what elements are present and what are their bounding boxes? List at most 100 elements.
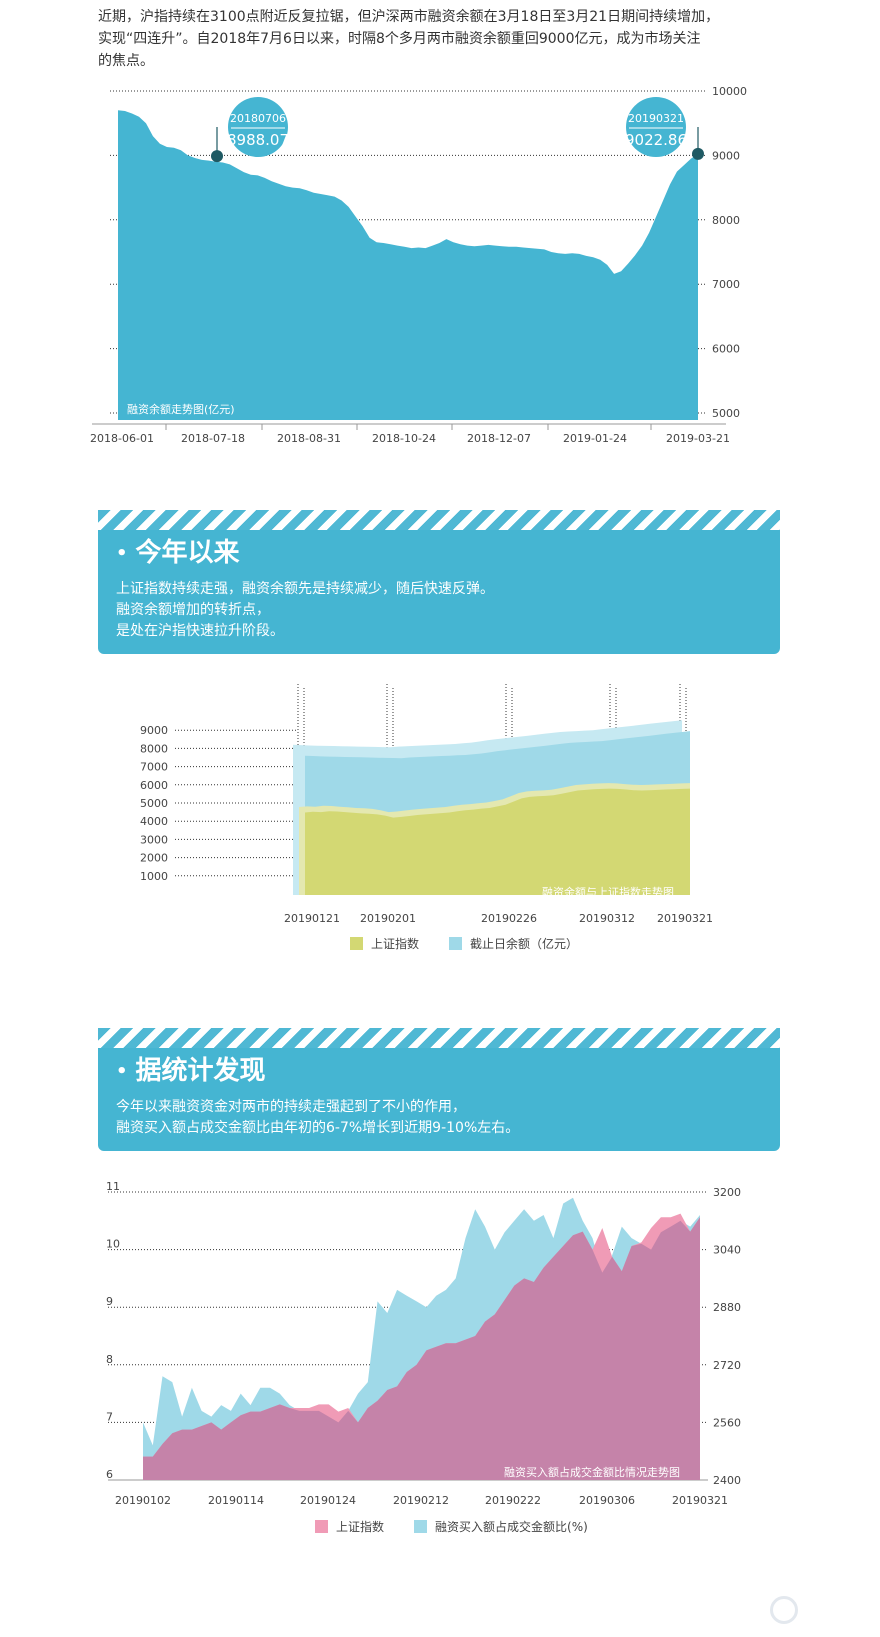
x-tick-label: 2019-01-24 — [563, 432, 627, 445]
y-tick-label: 9000 — [140, 724, 168, 737]
banner-line: 融资余额增加的转折点， — [116, 601, 270, 618]
y-tick-label: 10000 — [712, 85, 747, 98]
chart3-x-axis: 20190102 20190114 20190124 20190212 20190222… — [115, 1494, 728, 1507]
x-tick-label: 20190102 — [115, 1494, 171, 1507]
y-tick-label: 7000 — [140, 761, 168, 774]
logo-mark-icon — [770, 1596, 798, 1624]
y-tick-label-right: 2720 — [713, 1359, 741, 1372]
y-tick-label-left: 9 — [106, 1295, 113, 1308]
index-area — [305, 788, 690, 895]
legend-swatch — [315, 1520, 328, 1533]
y-tick-label-right: 3200 — [713, 1186, 741, 1199]
legend-label: 上证指数 — [336, 1520, 385, 1534]
chart3-legend: 上证指数 融资买入额占成交金额比(%) — [315, 1518, 588, 1535]
x-tick-label: 20190321 — [657, 912, 713, 925]
x-tick-label: 2018-06-01 — [90, 432, 154, 445]
legend-label: 截止日余额（亿元） — [470, 937, 579, 951]
banner-body: • 今年以来 上证指数持续走强，融资余额先是持续减少，随后快速反弹。 融资余额增加… — [98, 530, 780, 654]
y-tick-label: 4000 — [140, 815, 168, 828]
x-tick-label: 20190121 — [284, 912, 340, 925]
chart2-x-axis: 20190121 20190201 20190226 20190312 20190321 — [284, 912, 713, 925]
y-tick-label-right: 2560 — [713, 1416, 741, 1429]
financing-ratio-chart: 11 3200 10 3040 9 2880 8 2720 7 2560 6 2400 2019010… — [106, 1180, 741, 1507]
x-tick-label: 20190226 — [481, 912, 537, 925]
banner-line: 是处在沪指快速拉升阶段。 — [116, 622, 284, 639]
chart2-areas — [293, 720, 690, 895]
intro-line-1: 近期，沪指持续在3100点附近反复拉锯，但沪深两市融资余额在3月18日至3月21… — [98, 9, 720, 25]
y-tick-label: 6000 — [140, 779, 168, 792]
annotation-value: 8988.07 — [227, 131, 289, 149]
x-tick-label: 20190124 — [300, 1494, 356, 1507]
annotation-bubble — [228, 97, 288, 157]
intro-line-3: 的焦点。 — [98, 53, 154, 69]
y-tick-label: 8000 — [712, 214, 740, 227]
banner-this-year: • 今年以来 上证指数持续走强，融资余额先是持续减少，随后快速反弹。 融资余额增加… — [98, 510, 780, 654]
intro-paragraph: 近期，沪指持续在3100点附近反复拉锯，但沪深两市融资余额在3月18日至3月21… — [98, 6, 788, 72]
x-tick-label: 20190201 — [360, 912, 416, 925]
annotation-bubble — [626, 97, 686, 157]
chart3-note: 融资买入额占成交金额比情况走势图 — [504, 1465, 680, 1479]
bullet-dot-icon: • — [116, 542, 128, 564]
legend-swatch — [449, 937, 463, 950]
x-tick-label: 20190114 — [208, 1494, 264, 1507]
y-tick-label-left: 6 — [106, 1468, 113, 1481]
y-tick-label: 5000 — [140, 797, 168, 810]
y-tick-label: 1000 — [140, 870, 168, 883]
x-tick-label: 20190222 — [485, 1494, 541, 1507]
y-tick-label: 5000 — [712, 407, 740, 420]
y-tick-label: 2000 — [140, 852, 168, 865]
annotation-date: 20190321 — [628, 112, 684, 125]
y-tick-label-left: 8 — [106, 1353, 113, 1366]
intro-line-2: 实现“四连升”。自2018年7月6日以来，时隔8个多月两市融资余额重回9000亿… — [98, 31, 701, 47]
banner-title: 据统计发现 — [135, 1056, 266, 1086]
chart2-note: 融资余额与上证指数走势图 — [542, 885, 674, 899]
x-tick-label: 2018-12-07 — [467, 432, 531, 445]
banner-line: 融资买入额占成交金额比由年初的6-7%增长到近期9-10%左右。 — [116, 1119, 520, 1136]
chart2-y-axis: 9000 8000 7000 6000 5000 4000 3000 2000 1000 — [140, 724, 168, 883]
annotation-date: 20180706 — [230, 112, 286, 125]
overlap-area — [143, 1217, 700, 1480]
x-tick-label: 2019-03-21 — [666, 432, 730, 445]
banner-title: 今年以来 — [135, 538, 240, 568]
x-tick-label: 2018-10-24 — [372, 432, 436, 445]
banner-line: 今年以来融资资金对两市的持续走强起到了不小的作用， — [116, 1098, 466, 1115]
y-tick-label: 9000 — [712, 149, 740, 162]
chart1-y-axis: 10000 9000 8000 7000 6000 5000 — [712, 85, 747, 420]
chart3-y-axis: 11 3200 10 3040 9 2880 8 2720 7 2560 6 2400 — [106, 1180, 741, 1487]
legend-label: 融资买入额占成交金额比(%) — [435, 1520, 588, 1534]
y-tick-label-left: 7 — [106, 1410, 113, 1423]
y-tick-label-left: 10 — [106, 1238, 120, 1251]
balance-vs-index-chart: 9000 8000 7000 6000 5000 4000 3000 2000 1000 201… — [140, 684, 713, 925]
y-tick-label: 8000 — [140, 742, 168, 755]
y-tick-label-right: 2880 — [713, 1301, 741, 1314]
chart1-note: 融资余额走势图(亿元) — [127, 402, 235, 416]
chart1-area — [118, 110, 698, 421]
annotation-marker — [692, 147, 704, 160]
x-tick-label: 20190212 — [393, 1494, 449, 1507]
legend-swatch — [350, 937, 363, 950]
chart2-legend: 上证指数 截止日余额（亿元） — [350, 935, 578, 952]
x-tick-label: 20190312 — [579, 912, 635, 925]
eastmoney-logo — [770, 1596, 870, 1632]
chart1-x-axis: 2018-06-01 2018-07-18 2018-08-31 2018-10-24… — [90, 423, 730, 445]
banner-stripes — [98, 510, 780, 530]
x-tick-label: 20190306 — [579, 1494, 635, 1507]
banner-line: 上证指数持续走强，融资余额先是持续减少，随后快速反弹。 — [116, 580, 494, 597]
y-tick-label: 7000 — [712, 278, 740, 291]
x-tick-label: 2018-08-31 — [277, 432, 341, 445]
banner-body: • 据统计发现 今年以来融资资金对两市的持续走强起到了不小的作用， 融资买入额占成… — [98, 1048, 780, 1151]
y-tick-label: 3000 — [140, 833, 168, 846]
bullet-dot-icon: • — [116, 1060, 128, 1082]
annotation-value: 9022.86 — [625, 131, 687, 149]
x-tick-label: 20190321 — [672, 1494, 728, 1507]
annotation-marker — [211, 150, 223, 163]
y-tick-label-right: 3040 — [713, 1244, 741, 1257]
x-tick-label: 2018-07-18 — [181, 432, 245, 445]
banner-stripes — [98, 1028, 780, 1048]
banner-findings: • 据统计发现 今年以来融资资金对两市的持续走强起到了不小的作用， 融资买入额占成… — [98, 1028, 780, 1151]
legend-swatch — [414, 1520, 428, 1533]
y-tick-label-left: 11 — [106, 1180, 120, 1193]
y-tick-label: 6000 — [712, 343, 740, 356]
legend-label: 上证指数 — [371, 937, 420, 951]
